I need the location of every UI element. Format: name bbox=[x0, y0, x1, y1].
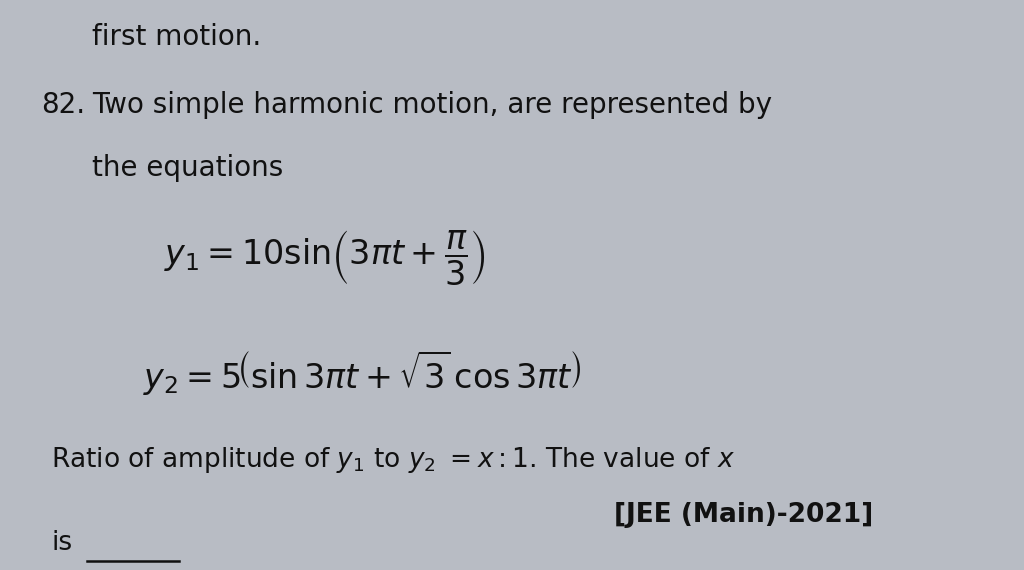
Text: $y_1 = 10\sin\!\left(3\pi t + \dfrac{\pi}{3}\right)$: $y_1 = 10\sin\!\left(3\pi t + \dfrac{\pi… bbox=[164, 228, 485, 287]
Text: Two simple harmonic motion, are represented by: Two simple harmonic motion, are represen… bbox=[92, 91, 772, 119]
Text: is: is bbox=[51, 530, 73, 556]
Text: 82.: 82. bbox=[41, 91, 85, 119]
Text: [JEE (Main)-2021]: [JEE (Main)-2021] bbox=[614, 502, 873, 528]
Text: first motion.: first motion. bbox=[92, 23, 261, 51]
Text: $y_2 = 5\!\left(\sin 3\pi t + \sqrt{3}\,\cos 3\pi t\right)$: $y_2 = 5\!\left(\sin 3\pi t + \sqrt{3}\,… bbox=[143, 348, 583, 397]
Text: the equations: the equations bbox=[92, 154, 284, 182]
Text: Ratio of amplitude of $y_1$ to $y_2$ $= x : 1$. The value of $x$: Ratio of amplitude of $y_1$ to $y_2$ $= … bbox=[51, 445, 735, 475]
